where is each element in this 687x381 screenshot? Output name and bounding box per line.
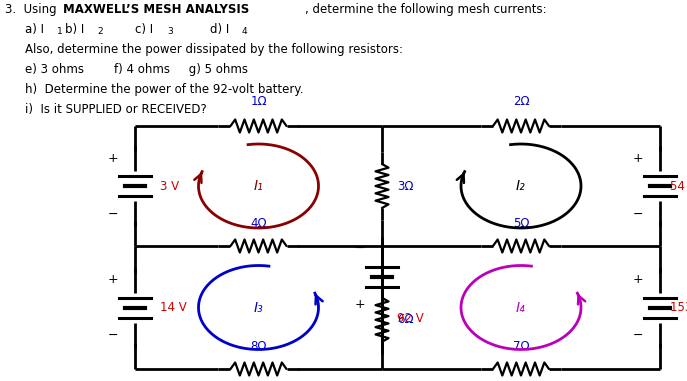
- Text: 2: 2: [97, 27, 102, 36]
- Text: 4: 4: [242, 27, 247, 36]
- Text: 3 V: 3 V: [160, 179, 179, 192]
- Text: 7Ω: 7Ω: [513, 340, 529, 353]
- Text: 1: 1: [57, 27, 63, 36]
- Text: I₁: I₁: [254, 179, 263, 193]
- Text: I₂: I₂: [516, 179, 526, 193]
- Text: c) I: c) I: [135, 23, 153, 36]
- Text: MAXWELL’S MESH ANALYSIS: MAXWELL’S MESH ANALYSIS: [63, 3, 249, 16]
- Text: , determine the following mesh currents:: , determine the following mesh currents:: [305, 3, 547, 16]
- Text: 6Ω: 6Ω: [397, 313, 414, 326]
- Text: 3Ω: 3Ω: [397, 179, 414, 192]
- Text: −: −: [354, 242, 365, 255]
- Text: 92 V: 92 V: [397, 312, 424, 325]
- Text: +: +: [108, 152, 118, 165]
- Text: +: +: [108, 273, 118, 286]
- Text: −: −: [108, 208, 118, 221]
- Text: I₃: I₃: [254, 301, 263, 314]
- Text: 4Ω: 4Ω: [250, 217, 267, 230]
- Text: +: +: [633, 152, 643, 165]
- Text: +: +: [633, 273, 643, 286]
- Text: d) I: d) I: [210, 23, 229, 36]
- Text: −: −: [633, 329, 643, 342]
- Text: i)  Is it SUPPLIED or RECEIVED?: i) Is it SUPPLIED or RECEIVED?: [25, 103, 207, 116]
- Text: 1Ω: 1Ω: [250, 95, 267, 108]
- Text: −: −: [633, 208, 643, 221]
- Text: Also, determine the power dissipated by the following resistors:: Also, determine the power dissipated by …: [25, 43, 403, 56]
- Text: +: +: [354, 298, 365, 311]
- Text: 3: 3: [167, 27, 172, 36]
- Text: 54 V: 54 V: [670, 179, 687, 192]
- Text: −: −: [108, 329, 118, 342]
- Text: 5Ω: 5Ω: [513, 217, 529, 230]
- Text: 153 V: 153 V: [670, 301, 687, 314]
- Text: b) I: b) I: [65, 23, 85, 36]
- Text: 8Ω: 8Ω: [250, 340, 267, 353]
- Text: h)  Determine the power of the 92-volt battery.: h) Determine the power of the 92-volt ba…: [25, 83, 304, 96]
- Text: 3.  Using: 3. Using: [5, 3, 60, 16]
- Text: 14 V: 14 V: [160, 301, 187, 314]
- Text: e) 3 ohms        f) 4 ohms     g) 5 ohms: e) 3 ohms f) 4 ohms g) 5 ohms: [25, 63, 248, 76]
- Text: a) I: a) I: [25, 23, 44, 36]
- Text: I₄: I₄: [516, 301, 526, 314]
- Text: 2Ω: 2Ω: [513, 95, 529, 108]
